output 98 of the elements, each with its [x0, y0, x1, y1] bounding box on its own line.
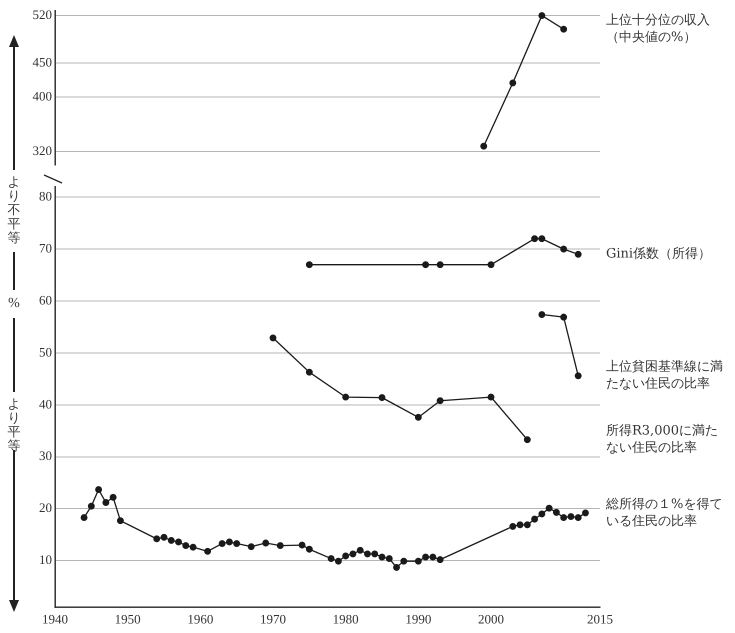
point — [153, 535, 160, 542]
x-tick-label: 1940 — [42, 612, 68, 627]
point — [436, 556, 444, 564]
point — [276, 542, 284, 550]
point — [378, 554, 386, 560]
point — [386, 555, 393, 562]
point — [509, 79, 516, 86]
point — [328, 555, 335, 562]
point — [306, 546, 313, 553]
point — [306, 368, 313, 376]
point — [393, 564, 400, 571]
point — [560, 246, 568, 253]
point — [233, 540, 240, 547]
x-tick-label: 1950 — [114, 612, 141, 627]
point — [190, 544, 197, 551]
point — [226, 538, 233, 546]
text: 所得R3,000に満たない住民の比率 — [606, 424, 718, 456]
y-axis-title: % — [7, 296, 21, 312]
point — [175, 538, 182, 546]
point — [342, 552, 350, 560]
point — [364, 550, 371, 558]
point — [182, 542, 190, 550]
point — [429, 554, 436, 560]
point — [298, 542, 306, 549]
point — [531, 516, 538, 523]
point — [204, 548, 212, 555]
point — [560, 514, 568, 522]
series-label: 総所得の１%を得ている住民の比率 — [605, 496, 722, 529]
series-label: Gini係数（所得） — [606, 246, 712, 262]
point — [160, 534, 168, 541]
point — [378, 394, 386, 402]
point — [436, 397, 444, 404]
point — [80, 514, 88, 522]
point — [574, 372, 582, 380]
y-tick-label: 400 — [32, 88, 52, 104]
y-tick-label: 30 — [39, 448, 52, 464]
point — [552, 508, 560, 516]
x-tick-label: 2000 — [478, 612, 504, 627]
point — [414, 558, 422, 565]
point — [88, 502, 95, 510]
point — [560, 314, 568, 321]
y-tick-label: 80 — [39, 188, 52, 204]
series-label: 上位貧困基準線に満たない住民の比率 — [606, 360, 723, 392]
y-tick-label: 450 — [32, 54, 52, 70]
point — [356, 546, 364, 554]
x-tick-label: 1990 — [405, 612, 432, 627]
point — [560, 26, 568, 33]
point — [436, 261, 444, 268]
y-tick-label: 520 — [32, 6, 52, 22]
point — [538, 12, 546, 20]
point — [400, 558, 408, 565]
x-tick-label: 1980 — [332, 612, 359, 627]
text: より平等 — [6, 397, 22, 454]
point — [538, 311, 546, 318]
point — [488, 261, 494, 268]
point — [574, 250, 582, 258]
y-tick-label: 60 — [39, 292, 52, 308]
point — [538, 510, 546, 518]
x-tick-label: 1970 — [260, 612, 286, 627]
point — [371, 550, 378, 558]
point — [531, 235, 538, 242]
point — [116, 517, 124, 524]
point — [567, 513, 574, 520]
point — [262, 540, 270, 546]
point — [349, 550, 356, 558]
point — [414, 414, 422, 421]
point — [546, 504, 553, 512]
point — [334, 558, 342, 565]
point — [509, 522, 516, 530]
point — [422, 261, 430, 268]
x-tick-label: 1960 — [187, 612, 214, 627]
y-tick-label: 20 — [39, 500, 52, 516]
point — [422, 554, 430, 560]
point — [480, 142, 488, 150]
y-tick-label: 10 — [39, 552, 52, 568]
text: より不平等 — [6, 175, 22, 246]
y-tick-label: 320 — [32, 143, 52, 158]
y-tick-label: 70 — [39, 240, 52, 256]
point — [538, 235, 546, 242]
y-tick-label: 40 — [39, 396, 52, 412]
point — [342, 394, 350, 401]
point — [306, 261, 313, 268]
point — [95, 486, 102, 493]
point — [110, 494, 117, 501]
point — [574, 514, 582, 522]
y-tick-label: 50 — [39, 344, 52, 360]
point — [102, 499, 110, 506]
point — [270, 334, 276, 342]
point — [524, 436, 531, 444]
point — [516, 521, 524, 528]
point — [488, 394, 494, 401]
text: 上位十分位の収入（中央値の%） — [606, 13, 710, 46]
x-tick-label: 2015 — [587, 612, 613, 627]
point — [218, 540, 226, 547]
point — [524, 521, 531, 528]
point — [582, 509, 589, 516]
point — [248, 543, 255, 550]
point — [168, 536, 175, 544]
